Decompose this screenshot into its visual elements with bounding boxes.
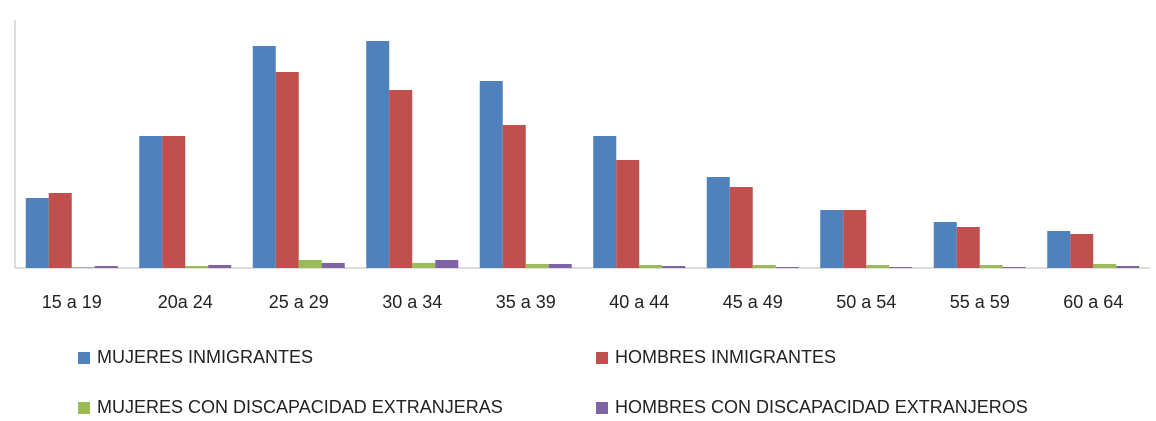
bar: [139, 136, 163, 268]
bar: [729, 187, 753, 268]
x-tick-label: 35 a 39: [496, 292, 556, 312]
bar: [1002, 267, 1026, 268]
bar: [820, 210, 844, 268]
x-tick-label: 15 a 19: [42, 292, 102, 312]
bar: [775, 267, 799, 268]
bar: [435, 260, 459, 268]
legend-swatch: [78, 402, 90, 414]
x-tick-label: 45 a 49: [723, 292, 783, 312]
legend-swatch: [596, 402, 608, 414]
bar: [321, 263, 345, 268]
bar: [889, 267, 913, 268]
bar: [502, 125, 526, 268]
x-tick-label: 50 a 54: [836, 292, 896, 312]
bar: [662, 266, 686, 268]
bar: [1116, 266, 1140, 268]
bar: [298, 260, 322, 268]
legend-label: HOMBRES INMIGRANTES: [615, 347, 836, 367]
bar: [252, 46, 276, 268]
bar: [479, 81, 503, 268]
bar: [866, 265, 890, 268]
legend-label: HOMBRES CON DISCAPACIDAD EXTRANJEROS: [615, 397, 1028, 417]
bar: [548, 264, 572, 268]
x-tick-label: 55 a 59: [950, 292, 1010, 312]
legend-label: MUJERES INMIGRANTES: [97, 347, 313, 367]
bar: [162, 136, 186, 268]
bar: [752, 265, 776, 268]
bar: [412, 263, 436, 268]
bar: [639, 265, 663, 268]
bar: [389, 90, 413, 268]
bar: [933, 222, 957, 268]
bar: [185, 266, 209, 268]
legend-label: MUJERES CON DISCAPACIDAD EXTRANJERAS: [97, 397, 503, 417]
bar: [1047, 231, 1071, 268]
bar: [979, 265, 1003, 268]
bar: [25, 198, 49, 268]
x-tick-label: 25 a 29: [269, 292, 329, 312]
x-tick-label: 60 a 64: [1063, 292, 1123, 312]
bar: [706, 177, 730, 268]
legend-swatch: [78, 352, 90, 364]
x-tick-label: 20a 24: [158, 292, 213, 312]
bar: [1070, 234, 1094, 268]
bar: [616, 160, 640, 268]
x-tick-label: 40 a 44: [609, 292, 669, 312]
bar: [94, 266, 118, 268]
bar: [1093, 264, 1117, 268]
bar: [525, 264, 549, 268]
bar: [71, 267, 95, 268]
x-tick-label: 30 a 34: [382, 292, 442, 312]
bar: [366, 41, 390, 268]
bar: [956, 227, 980, 268]
bar: [593, 136, 617, 268]
legend-swatch: [596, 352, 608, 364]
bar: [275, 72, 299, 268]
bar: [843, 210, 867, 268]
bar: [48, 193, 72, 268]
bar: [208, 265, 232, 268]
